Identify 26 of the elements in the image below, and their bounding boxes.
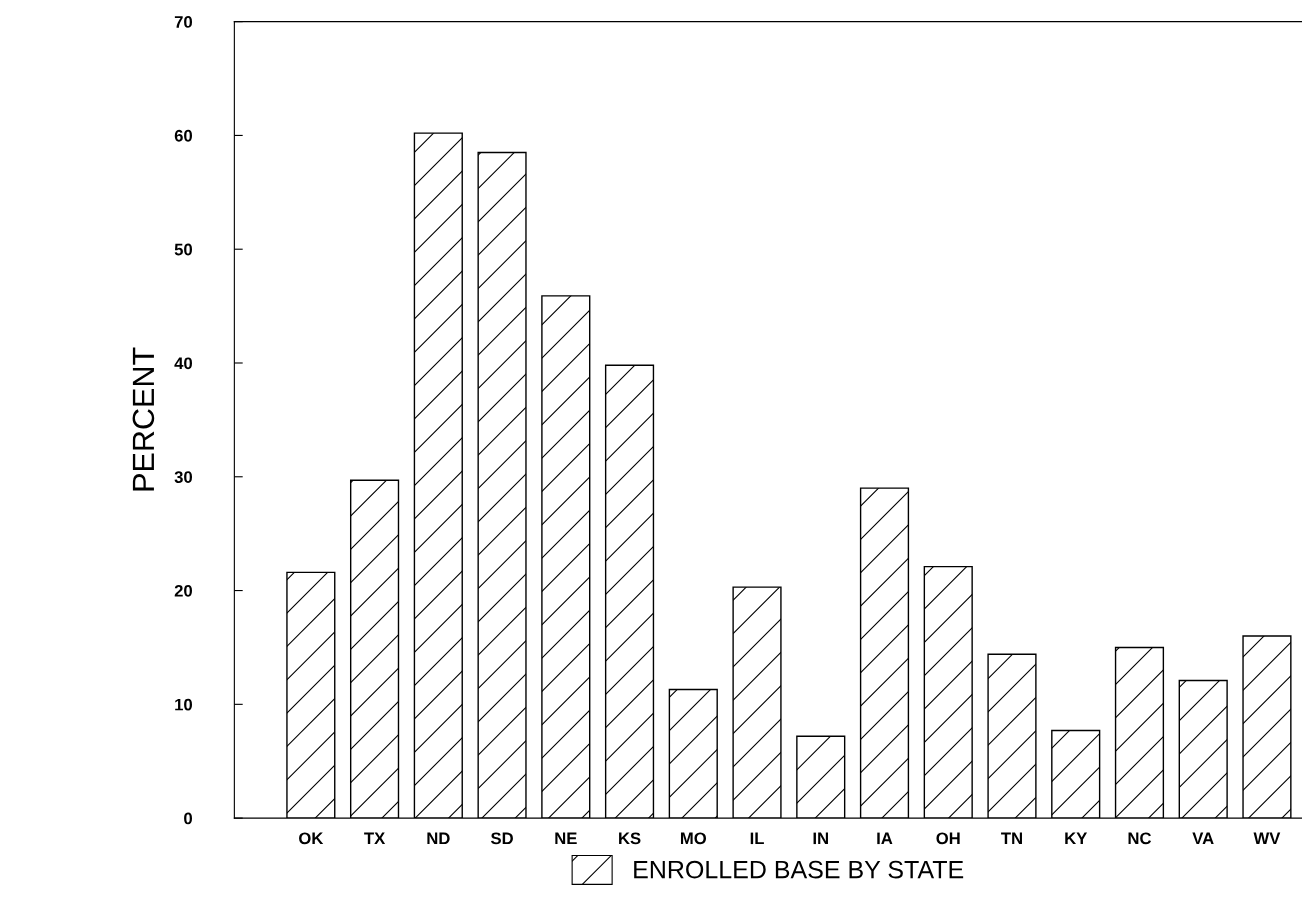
x-tick-label: OH bbox=[936, 832, 960, 845]
y-tick-label: 40 bbox=[174, 357, 193, 370]
x-tick-label: TN bbox=[1001, 832, 1022, 845]
x-tick-label: IL bbox=[750, 832, 764, 845]
x-tick-label: SD bbox=[490, 832, 513, 845]
x-tick-label: TX bbox=[364, 832, 386, 845]
x-tick-label: MO bbox=[680, 832, 707, 845]
y-tick-label: 60 bbox=[174, 129, 193, 142]
x-tick-label: IA bbox=[877, 832, 893, 845]
y-tick-label: 10 bbox=[175, 698, 193, 711]
x-tick-label: NC bbox=[1128, 832, 1152, 845]
y-tick-label: 20 bbox=[174, 584, 193, 597]
x-tick-label: KS bbox=[619, 832, 641, 845]
x-tick-label: VA bbox=[1192, 832, 1214, 845]
y-axis-title: PERCENT bbox=[132, 347, 155, 491]
x-tick-label: NE bbox=[555, 832, 577, 845]
x-tick-label: IN bbox=[813, 832, 828, 845]
legend-label: ENROLLED BASE BY STATE bbox=[634, 860, 964, 879]
x-tick-label: OK bbox=[299, 832, 324, 845]
y-tick-label: 30 bbox=[174, 471, 193, 483]
x-tick-label: KY bbox=[1065, 832, 1088, 845]
x-tick-label: WV bbox=[1253, 832, 1281, 845]
x-tick-label: ND bbox=[427, 832, 450, 845]
y-tick-label: 70 bbox=[174, 16, 193, 28]
y-tick-label: 50 bbox=[174, 243, 193, 256]
y-tick-label: 0 bbox=[184, 812, 193, 825]
